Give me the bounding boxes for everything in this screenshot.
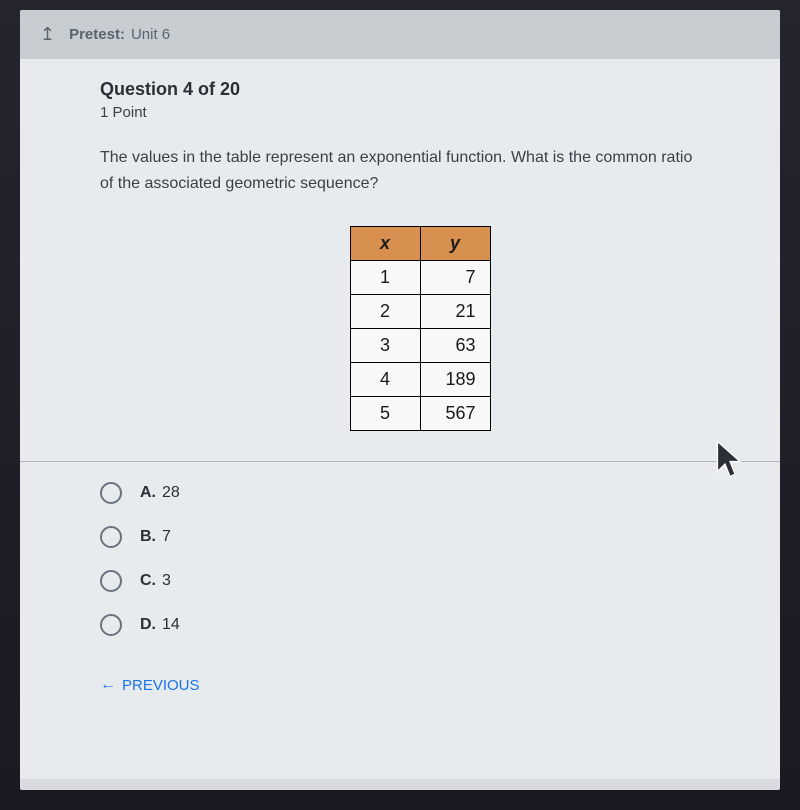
answer-label: A. [140,484,156,502]
question-text: The values in the table represent an exp… [100,145,700,196]
radio-icon[interactable] [100,614,122,636]
radio-icon[interactable] [100,482,122,504]
table-cell: 7 [420,261,490,295]
xy-table: x y 17 221 363 4189 5567 [350,226,491,431]
radio-icon[interactable] [100,526,122,548]
answer-value: 7 [162,528,171,546]
answer-label: B. [140,528,156,546]
table-cell: 1 [350,261,420,295]
previous-button[interactable]: ← PREVIOUS [100,676,200,694]
section-divider [20,461,780,462]
question-content: Question 4 of 20 1 Point The values in t… [20,59,780,779]
question-points: 1 Point [100,104,740,121]
answer-label: D. [140,616,156,634]
answer-label: C. [140,572,156,590]
data-table-container: x y 17 221 363 4189 5567 [100,226,740,431]
table-cell: 567 [420,397,490,431]
breadcrumb-bar: ↥ Pretest: Unit 6 [20,10,780,59]
breadcrumb-value: Unit 6 [131,26,170,43]
table-cell: 5 [350,397,420,431]
table-cell: 3 [350,329,420,363]
table-header-x: x [350,227,420,261]
previous-label: PREVIOUS [122,677,200,694]
answer-option-b[interactable]: B. 7 [100,526,740,548]
breadcrumb-label: Pretest: [69,26,125,43]
answer-option-c[interactable]: C. 3 [100,570,740,592]
answer-list: A. 28 B. 7 C. 3 D. 14 [100,482,740,636]
table-header-y: y [420,227,490,261]
arrow-left-icon: ← [100,676,116,694]
cursor-icon [710,439,750,479]
table-cell: 63 [420,329,490,363]
answer-option-d[interactable]: D. 14 [100,614,740,636]
back-icon[interactable]: ↥ [40,24,55,45]
table-cell: 4 [350,363,420,397]
question-number: Question 4 of 20 [100,79,740,100]
quiz-screen: ↥ Pretest: Unit 6 Question 4 of 20 1 Poi… [20,10,780,790]
answer-option-a[interactable]: A. 28 [100,482,740,504]
answer-value: 14 [162,616,180,634]
answer-value: 28 [162,484,180,502]
table-cell: 2 [350,295,420,329]
table-cell: 21 [420,295,490,329]
answer-value: 3 [162,572,171,590]
radio-icon[interactable] [100,570,122,592]
table-cell: 189 [420,363,490,397]
